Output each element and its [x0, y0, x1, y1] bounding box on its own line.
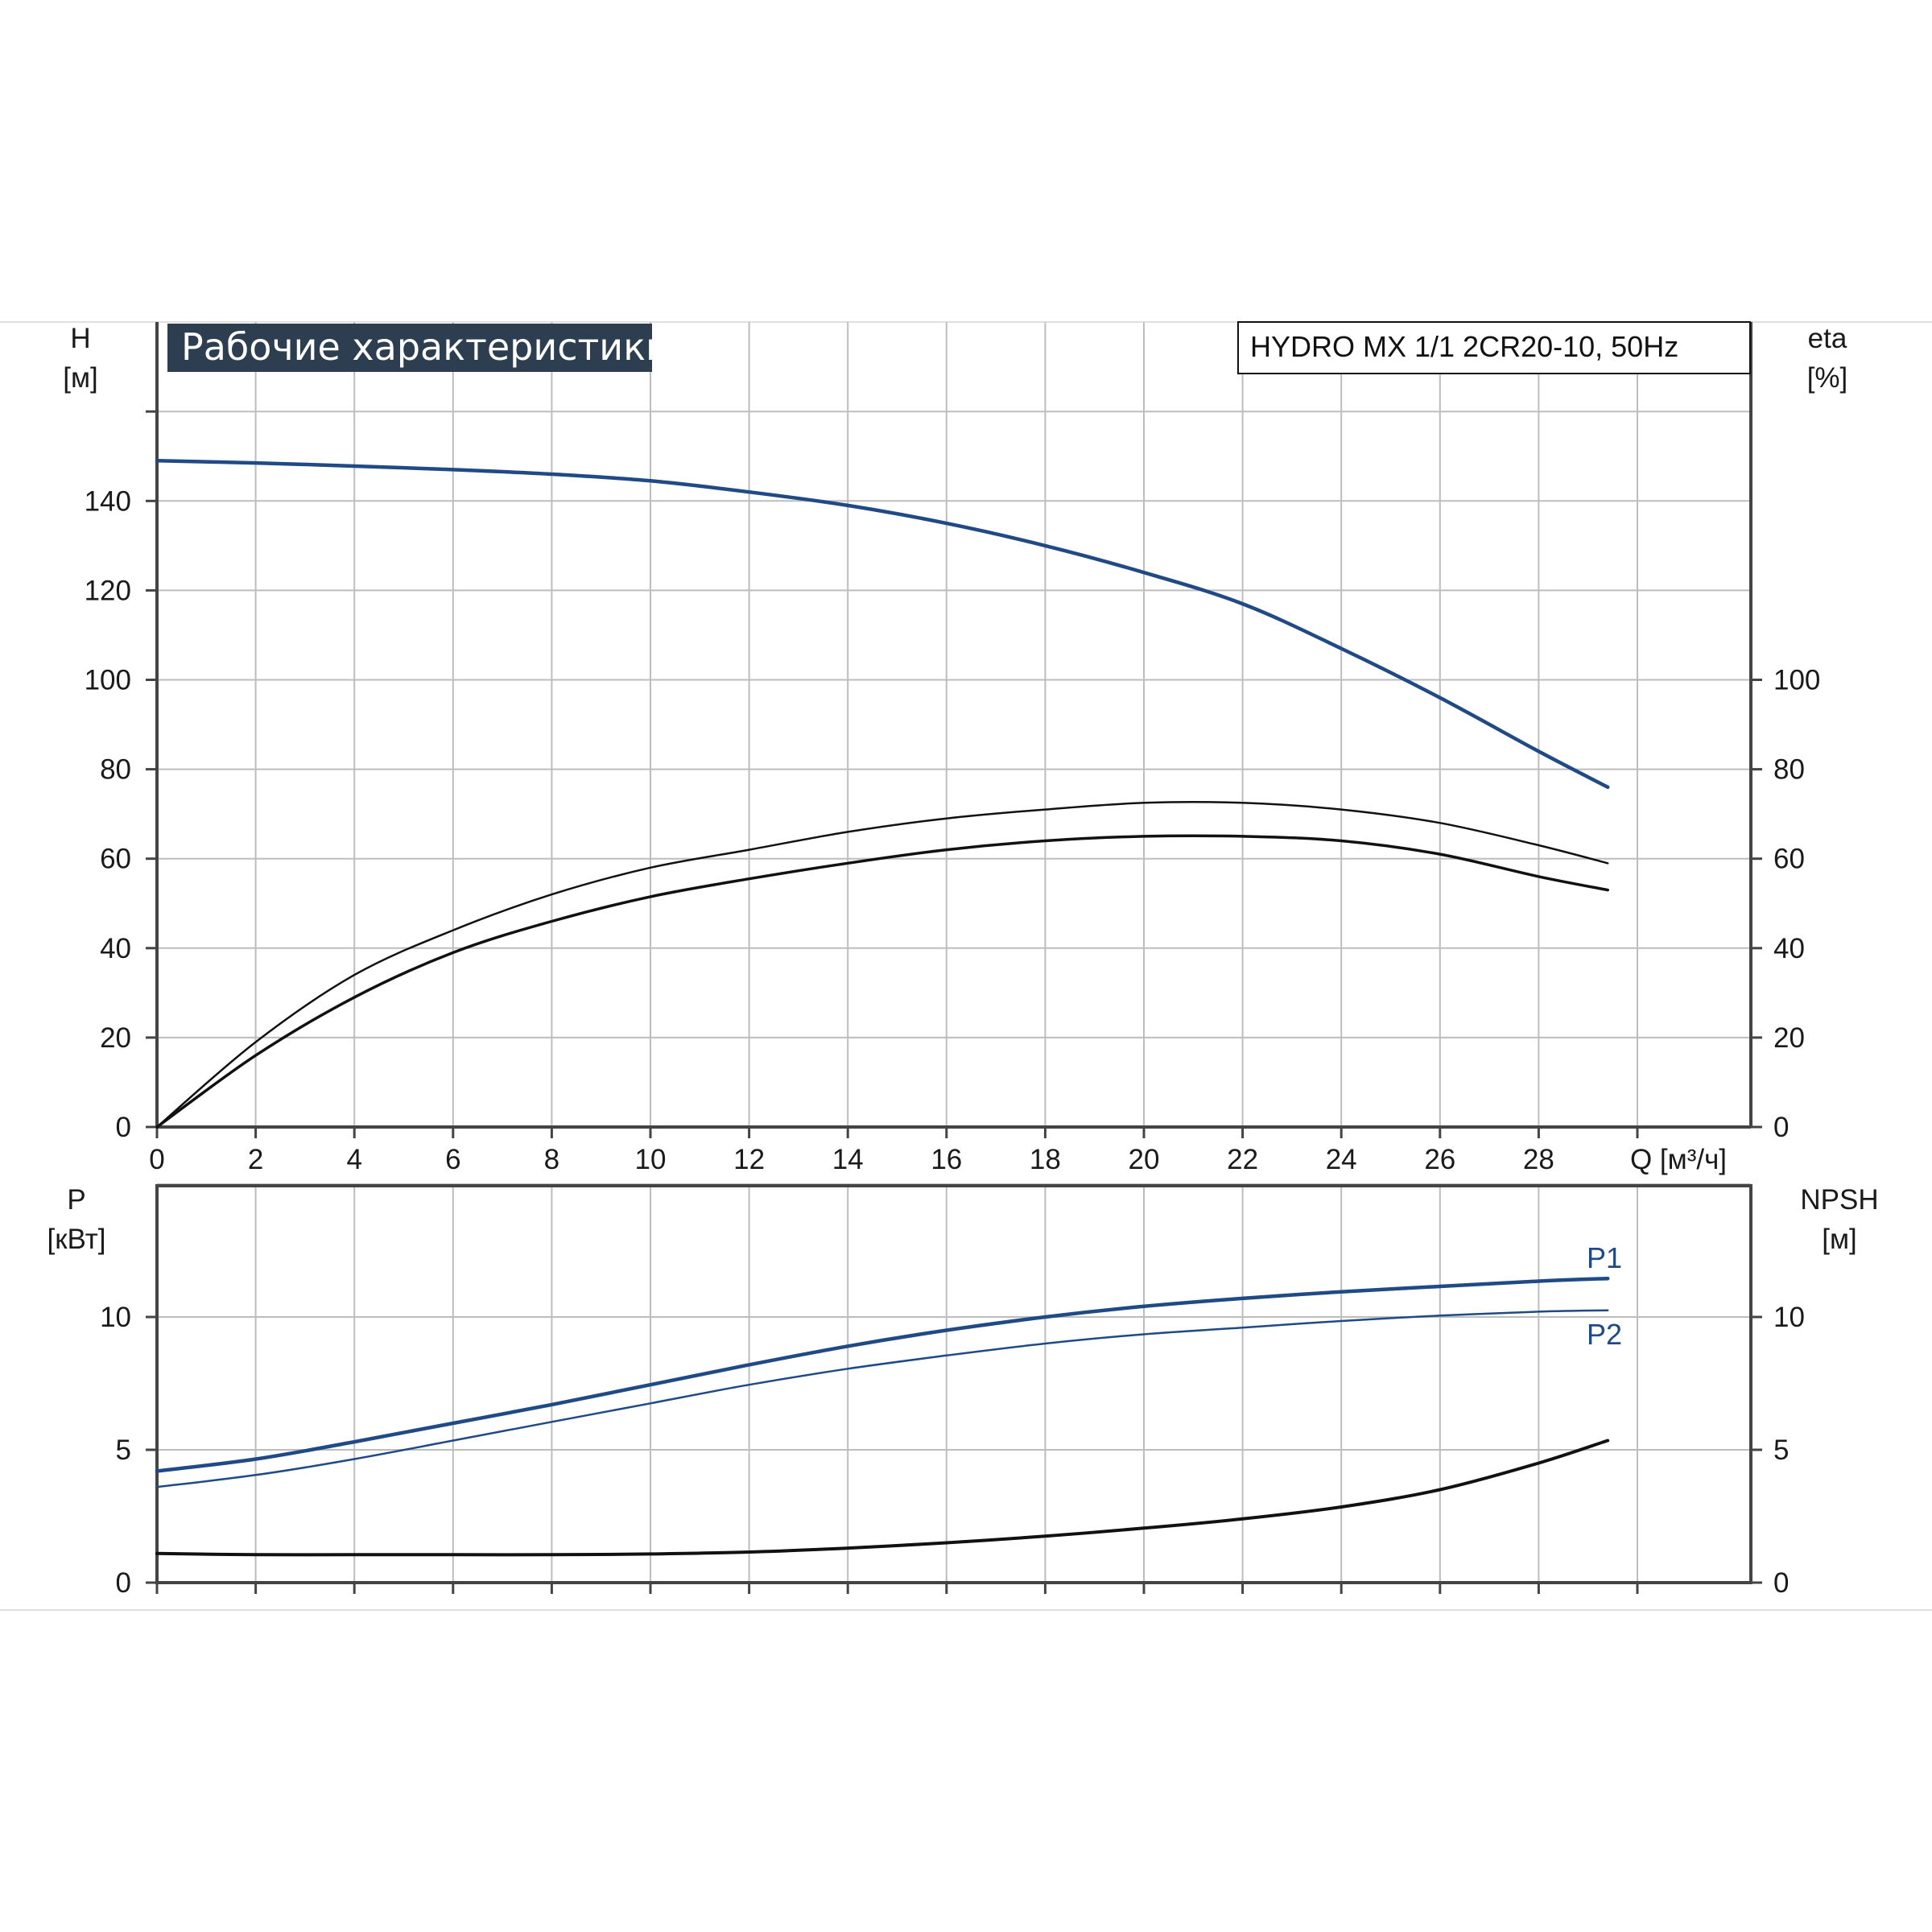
p2-curve: [155, 1309, 1609, 1488]
y-right-tick-label: 0: [1773, 1567, 1789, 1599]
y-left-tick-label: 100: [85, 665, 131, 696]
model-box: [1237, 321, 1751, 374]
x-tick-label: 2: [248, 1144, 263, 1175]
y-left-tick-label: 120: [85, 575, 131, 606]
npsh-axis-label: NPSH: [1800, 1184, 1878, 1216]
y-right-tick-label: 80: [1773, 754, 1805, 786]
y-left-tick-label: 40: [100, 933, 131, 964]
title-box: [167, 324, 652, 372]
y-left-tick-label: 60: [100, 844, 131, 875]
npsh-curve: [155, 1439, 1610, 1557]
y-left-tick-label: 0: [116, 1112, 131, 1143]
y-left-tick-label: 140: [85, 485, 131, 517]
x-tick-label: 12: [733, 1144, 765, 1175]
x-tick-label: 6: [445, 1144, 460, 1175]
power-axis-label: P: [67, 1184, 85, 1216]
y-right-tick-label: 10: [1773, 1302, 1805, 1333]
x-tick-label: 24: [1326, 1144, 1357, 1175]
axes-bottom: [146, 1184, 1762, 1594]
p1-curve: [155, 1276, 1610, 1473]
chart-title: Рабочие характеристики: [181, 325, 670, 369]
x-tick-label: 28: [1523, 1144, 1554, 1175]
y-left-tick-label: 80: [100, 754, 131, 786]
y-right-tick-label: 20: [1773, 1022, 1805, 1054]
x-tick-label: 18: [1030, 1144, 1061, 1175]
y-left-tick-label: 0: [116, 1567, 131, 1599]
x-tick-label: 8: [544, 1144, 559, 1175]
p2-curve-label: P2: [1587, 1318, 1622, 1351]
tick-labels: 0 2 4 6 8 10 12 14 16 18 20 22 24 26 28020406080100120…: [85, 485, 1821, 1599]
x-tick-label: 26: [1424, 1144, 1455, 1175]
y-right-tick-label: 0: [1773, 1112, 1789, 1143]
x-tick-label: 4: [346, 1144, 361, 1175]
x-tick-label: 0: [149, 1144, 164, 1175]
x-tick-label: 20: [1129, 1144, 1160, 1175]
head-axis-unit: [м]: [63, 362, 98, 394]
x-tick-label: 22: [1227, 1144, 1258, 1175]
efficiency-curve-pump: [155, 834, 1609, 1129]
grid-bottom: [157, 1183, 1751, 1583]
eta-axis-unit: [%]: [1807, 362, 1848, 394]
frame-bottom: [155, 1184, 1752, 1584]
axes-top: [146, 322, 1762, 1138]
x-tick-label: 16: [931, 1144, 962, 1175]
x-tick-label: 14: [832, 1144, 864, 1175]
y-right-tick-label: 40: [1773, 933, 1805, 964]
head-axis-label: H: [70, 323, 90, 354]
y-left-tick-label: 20: [100, 1022, 131, 1054]
eta-axis-label: eta: [1808, 323, 1847, 354]
y-right-tick-label: 100: [1773, 665, 1820, 696]
y-right-tick-label: 60: [1773, 844, 1805, 875]
grid-top: [157, 322, 1751, 1127]
npsh-axis-unit: [м]: [1822, 1224, 1857, 1255]
y-left-tick-label: 10: [100, 1302, 131, 1333]
flow-axis-label: Q [м³/ч]: [1630, 1144, 1727, 1175]
y-right-tick-label: 5: [1773, 1435, 1789, 1466]
y-left-tick-label: 5: [116, 1435, 131, 1466]
p1-curve-label: P1: [1587, 1241, 1622, 1274]
power-axis-unit: [кВт]: [47, 1224, 106, 1255]
curves: [155, 459, 1610, 1557]
head-curve: [155, 459, 1610, 790]
x-tick-label: 10: [635, 1144, 667, 1175]
efficiency-curve-total: [155, 801, 1609, 1129]
model-label: HYDRO MX 1/1 2CR20-10, 50Hz: [1250, 330, 1678, 363]
